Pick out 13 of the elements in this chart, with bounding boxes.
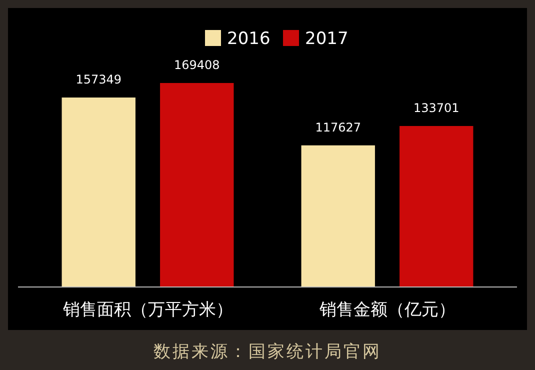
data-label: 157349 xyxy=(76,72,122,87)
source-note: 数据来源：国家统计局官网 xyxy=(154,342,382,362)
x-tick-label: 销售面积（万平方米） xyxy=(62,300,233,320)
bar xyxy=(400,126,474,287)
data-label: 169408 xyxy=(174,58,220,72)
data-label: 133701 xyxy=(413,101,460,115)
bar xyxy=(160,83,234,287)
data-label: 117627 xyxy=(315,120,362,134)
bar xyxy=(62,98,136,287)
legend-label: 2017 xyxy=(305,29,348,49)
legend-label: 2016 xyxy=(227,29,270,49)
x-tick-label: 销售金额（亿元） xyxy=(318,300,456,320)
bar xyxy=(301,145,375,287)
